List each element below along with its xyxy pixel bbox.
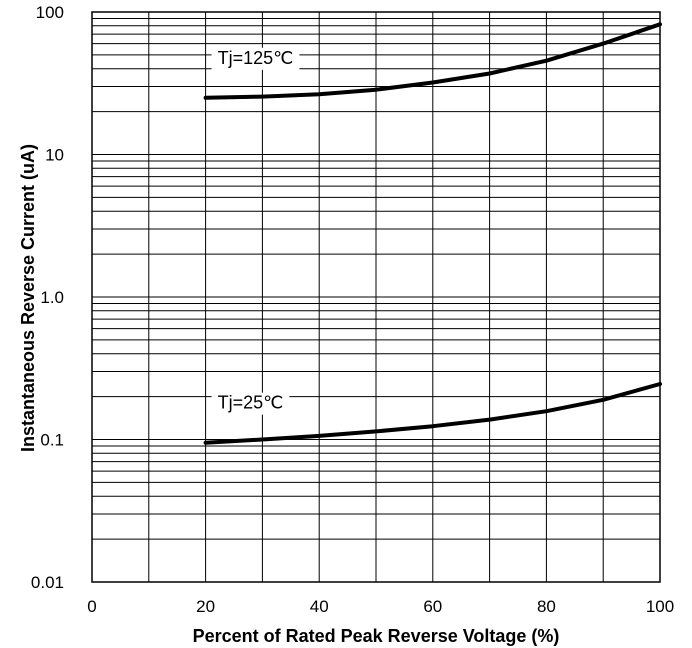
- series-annotation: Tj=25℃: [218, 393, 284, 413]
- x-tick-label: 60: [423, 597, 442, 616]
- x-tick-label: 20: [196, 597, 215, 616]
- series-annotation: Tj=125℃: [218, 48, 294, 68]
- chart-labels: Percent of Rated Peak Reverse Voltage (%…: [18, 3, 674, 646]
- y-tick-label: 0.1: [40, 431, 64, 450]
- x-axis-title: Percent of Rated Peak Reverse Voltage (%…: [193, 626, 560, 646]
- x-tick-label: 80: [537, 597, 556, 616]
- series-lines: [203, 22, 662, 445]
- x-tick-label: 100: [646, 597, 674, 616]
- grid-lines: [91, 11, 661, 583]
- plot-border: [91, 11, 661, 583]
- y-tick-label: 0.01: [31, 573, 64, 592]
- annotation-background: [211, 47, 300, 70]
- y-tick-label: 100: [36, 3, 64, 22]
- annotation-background: [211, 392, 290, 415]
- series-line: [203, 382, 662, 445]
- x-tick-label: 40: [310, 597, 329, 616]
- y-axis-title: Instantaneous Reverse Current (uA): [18, 144, 38, 452]
- x-tick-label: 0: [87, 597, 96, 616]
- y-tick-label: 10: [45, 146, 64, 165]
- series-line: [203, 22, 662, 100]
- y-tick-label: 1.0: [40, 288, 64, 307]
